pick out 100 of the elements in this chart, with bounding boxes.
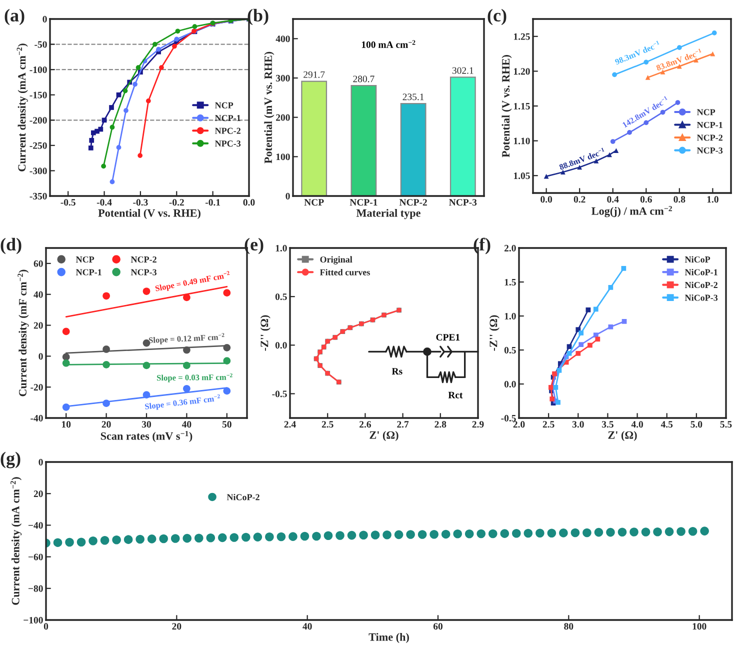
x-tick-label: 4.5 — [660, 421, 673, 428]
x-tick-label: 2.5 — [322, 421, 334, 428]
y-axis-title: Current density (mA cm$^{−2}$) — [10, 477, 22, 605]
legend-label: NiCoP-1 — [684, 268, 718, 276]
y-tick-label: 100 — [276, 154, 290, 160]
x-tick-label: -0.2 — [169, 199, 184, 206]
x-tick-label: NCP-1 — [350, 199, 378, 206]
x-tick-label: 40 — [182, 421, 192, 428]
annotation: CPE1 — [436, 334, 460, 341]
x-axis-title: Material type — [356, 208, 420, 220]
annotation: Slope = 0.03 mF cm$^{−2}$ — [156, 373, 232, 382]
x-tick-label: 2.6 — [360, 421, 371, 428]
legend-label: NCP-3 — [696, 147, 723, 154]
y-tick-label: 0 — [38, 458, 43, 466]
x-tick-label: 5.0 — [690, 421, 702, 428]
annotation: Rct — [448, 392, 463, 398]
chart-title: (b) — [248, 8, 268, 26]
y-tick-label: 20 — [34, 490, 43, 498]
y-tick-label: -50 — [34, 41, 47, 48]
annotation: Slope = 0.36 mF cm$^{−2}$ — [144, 394, 221, 412]
legend-label: NiCoP-2 — [226, 494, 260, 500]
x-tick-label: 50 — [222, 421, 232, 428]
y-tick-label: -350 — [30, 192, 47, 200]
x-tick-label: 1.0 — [707, 196, 718, 203]
x-axis-title: Z' (Ω) — [370, 430, 398, 442]
y-tick-label: 40 — [34, 291, 43, 298]
x-tick-label: NCP — [304, 199, 324, 206]
x-tick-label: 2.8 — [434, 421, 446, 428]
x-tick-label: 10 — [62, 421, 71, 428]
data-label: 235.1 — [402, 94, 424, 100]
legend-label: NCP — [76, 256, 94, 263]
y-tick-label: 1.15 — [514, 102, 530, 110]
legend-label: NCP-1 — [76, 269, 102, 276]
x-tick-label: 3.5 — [602, 421, 614, 428]
y-tick-label: 300 — [276, 74, 290, 82]
x-tick-label: 0.2 — [574, 196, 586, 203]
x-tick-label: 60 — [433, 623, 442, 630]
x-tick-label: 3.0 — [572, 421, 584, 428]
x-tick-label: NCP-3 — [449, 199, 477, 206]
legend-label: NCP — [696, 109, 716, 116]
chart-title: (g) — [0, 452, 20, 468]
y-tick-label: -150 — [30, 92, 47, 98]
annotation: Rs — [392, 368, 402, 375]
legend-label: NCP-2 — [130, 256, 156, 263]
legend-label: NPC-3 — [214, 140, 241, 147]
x-tick-label: 2.4 — [284, 421, 296, 428]
y-axis-title: Current density (mA cm$^{−2}$) — [16, 44, 28, 172]
x-tick-label: 30 — [142, 421, 151, 428]
annotation: Slope = 0.12 mF cm$^{−2}$ — [148, 333, 225, 345]
x-tick-label: 0.0 — [243, 199, 255, 206]
legend-label: Original — [320, 256, 352, 264]
y-tick-label: -20 — [30, 384, 43, 391]
x-tick-label: 2.7 — [397, 421, 409, 428]
y-tick-label: 200 — [276, 114, 290, 121]
y-tick-label: −100 — [24, 616, 43, 624]
y-tick-label: 60 — [34, 260, 43, 267]
y-tick-label: -300 — [30, 168, 47, 174]
y-axis-title: Potential (mV vs. RHE) — [264, 52, 274, 164]
legend-label: NCP-1 — [696, 122, 722, 128]
x-tick-label: 80 — [564, 623, 574, 630]
y-axis-title: Current density (mF cm$^{−2}$) — [18, 270, 29, 396]
x-tick-label: -0.4 — [96, 199, 112, 206]
x-tick-label: 0.0 — [540, 196, 552, 203]
legend-label: NCP-3 — [130, 269, 157, 276]
y-tick-label: 0.0 — [275, 342, 287, 349]
y-tick-label: -100 — [30, 66, 47, 74]
y-tick-label: 1.25 — [514, 33, 530, 40]
y-tick-label: 0 — [42, 16, 47, 22]
annotation: 100 mA cm$^{−2}$ — [362, 40, 416, 48]
y-tick-label: -0.5 — [501, 414, 516, 422]
data-label: 291.7 — [304, 71, 325, 78]
chart-title: (d) — [0, 238, 22, 254]
legend-label: NCP — [214, 102, 234, 108]
y-axis-title: -Z'' (Ω) — [489, 315, 500, 351]
annotation: 142.8mV dec$^{−1}$ — [622, 96, 669, 128]
x-tick-label: 20 — [102, 421, 111, 428]
y-tick-label: 0.5 — [275, 293, 287, 300]
x-tick-label: 20 — [172, 623, 182, 630]
legend-label: NPC-2 — [214, 128, 240, 134]
x-tick-label: 0.8 — [674, 196, 686, 203]
x-tick-label: -0.1 — [205, 199, 220, 206]
y-tick-label: 0 — [38, 353, 43, 360]
y-axis-title: Potential (V vs. RHE) — [502, 55, 512, 158]
x-axis-title: Log(j) / mA cm$^{−2}$ — [592, 206, 672, 218]
chart-title: (f) — [474, 238, 490, 254]
chart-title: (a) — [4, 8, 24, 26]
x-tick-label: 5.5 — [720, 421, 732, 428]
y-tick-label: 1.05 — [514, 172, 530, 180]
legend-label: NCP-1 — [214, 115, 240, 122]
legend-label: Fitted curves — [320, 269, 370, 276]
x-tick-label: 4.0 — [631, 421, 643, 428]
x-axis-title: Potential (V vs. RHE) — [98, 208, 200, 220]
x-tick-label: -0.5 — [60, 199, 76, 206]
y-tick-label: 1.0 — [504, 312, 516, 320]
legend-label: NiCoP — [684, 256, 710, 263]
y-tick-label: -0.5 — [272, 390, 287, 398]
data-label: 302.1 — [452, 67, 474, 74]
x-tick-label: 2.5 — [542, 421, 554, 428]
legend-label: NiCoP-2 — [684, 282, 718, 288]
data-label: 280.7 — [353, 76, 374, 82]
